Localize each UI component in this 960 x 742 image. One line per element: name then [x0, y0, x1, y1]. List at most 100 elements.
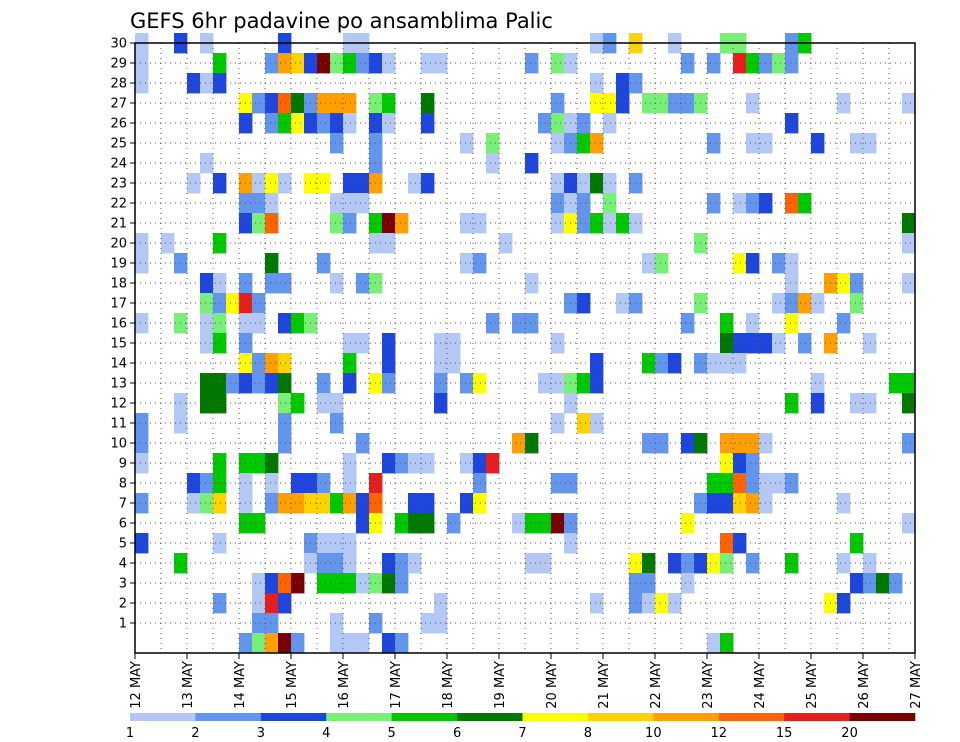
precip-cell [317, 553, 331, 574]
precip-cell [278, 113, 292, 134]
precip-cell [213, 493, 227, 514]
precip-cell [382, 373, 396, 394]
y-tick-label: 15 [110, 337, 127, 352]
y-tick-label: 24 [110, 157, 127, 172]
precip-cell [317, 113, 331, 134]
precip-cell [837, 593, 851, 614]
precip-cell [265, 613, 279, 634]
precip-cell [343, 573, 357, 594]
precip-cell [681, 553, 695, 574]
precip-cell [252, 373, 266, 394]
colorbar-swatch [260, 713, 327, 721]
precip-cell [265, 193, 279, 214]
precip-cell [642, 593, 656, 614]
precip-cell [707, 633, 721, 654]
precip-cell [252, 453, 266, 474]
y-tick-label: 28 [110, 77, 127, 92]
precip-cell [291, 473, 305, 494]
precip-cell [395, 633, 409, 654]
x-tick-label: 24 MAY [753, 661, 768, 709]
y-tick-label: 2 [119, 597, 127, 612]
precip-cell [200, 393, 214, 414]
precip-cell [746, 453, 760, 474]
precip-cell [473, 253, 487, 274]
precip-cell [317, 533, 331, 554]
precip-cell [590, 213, 604, 234]
precip-cell [317, 393, 331, 414]
precip-cell [252, 633, 266, 654]
precip-cell [798, 293, 812, 314]
precip-cell [213, 273, 227, 294]
precip-cell [265, 113, 279, 134]
precip-cell [343, 333, 357, 354]
precip-cell [681, 573, 695, 594]
precip-cell [577, 113, 591, 134]
precip-cell [681, 93, 695, 114]
precip-cell [447, 333, 461, 354]
colorbar-label: 1 [126, 726, 134, 741]
precip-cell [785, 253, 799, 274]
precip-cell [135, 253, 149, 274]
precip-cell [642, 93, 656, 114]
precip-cell [421, 493, 435, 514]
colorbar-swatch [849, 713, 916, 721]
x-tick-label: 13 MAY [181, 661, 196, 709]
y-tick-label: 27 [110, 97, 127, 112]
precip-cell [772, 53, 786, 74]
precip-cell [382, 53, 396, 74]
precip-cell [317, 493, 331, 514]
precip-cell [252, 93, 266, 114]
precip-cell [161, 233, 175, 254]
precip-cell [785, 53, 799, 74]
y-tick-label: 23 [110, 177, 127, 192]
x-tick-label: 22 MAY [649, 661, 664, 709]
y-tick-label: 19 [110, 257, 127, 272]
precip-cell [265, 173, 279, 194]
colorbar-swatch [522, 713, 589, 721]
precip-cell [551, 333, 565, 354]
precip-cell [642, 353, 656, 374]
precip-cell [746, 133, 760, 154]
precip-cell [772, 253, 786, 274]
precip-cell [746, 473, 760, 494]
precip-cell [317, 473, 331, 494]
y-tick-label: 26 [110, 117, 127, 132]
colorbar-swatch [457, 713, 523, 721]
precip-cell [577, 133, 591, 154]
precip-cell [213, 173, 227, 194]
precip-cell [278, 173, 292, 194]
precip-cell [603, 213, 617, 234]
precip-cell [278, 373, 292, 394]
precip-cell [733, 473, 747, 494]
precip-cell [590, 93, 604, 114]
precip-cell [330, 93, 344, 114]
precip-cell [135, 433, 149, 454]
precip-cell [291, 93, 305, 114]
precip-cell [551, 93, 565, 114]
precip-cell [473, 213, 487, 234]
precip-cell [252, 593, 266, 614]
precip-cell [902, 373, 916, 394]
precip-cell [772, 333, 786, 354]
precip-cell [343, 553, 357, 574]
precip-cell [291, 113, 305, 134]
precip-cell [135, 453, 149, 474]
precip-cell [590, 373, 604, 394]
precip-cell [720, 353, 734, 374]
precip-cell [642, 573, 656, 594]
precip-cell [538, 373, 552, 394]
precip-cell [278, 393, 292, 414]
y-tick-label: 17 [110, 297, 127, 312]
precip-cell [408, 513, 422, 534]
precip-cell [382, 353, 396, 374]
y-tick-label: 25 [110, 137, 127, 152]
precip-cell [733, 333, 747, 354]
precip-cell [330, 633, 344, 654]
y-tick-label: 5 [119, 537, 127, 552]
precip-cell [681, 313, 695, 334]
precip-cell [746, 553, 760, 574]
precip-cell [512, 313, 526, 334]
precip-cell [278, 413, 292, 434]
precip-cell [343, 213, 357, 234]
precip-cell [837, 93, 851, 114]
